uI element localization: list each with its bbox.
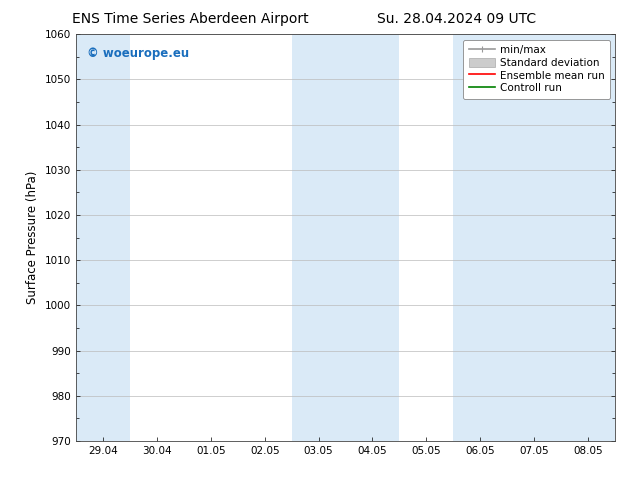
Y-axis label: Surface Pressure (hPa): Surface Pressure (hPa) [27,171,39,304]
Text: ENS Time Series Aberdeen Airport: ENS Time Series Aberdeen Airport [72,12,309,26]
Text: Su. 28.04.2024 09 UTC: Su. 28.04.2024 09 UTC [377,12,536,26]
Legend: min/max, Standard deviation, Ensemble mean run, Controll run: min/max, Standard deviation, Ensemble me… [463,40,610,98]
Bar [453,34,615,441]
Bar [76,34,130,441]
Bar [292,34,399,441]
Text: © woeurope.eu: © woeurope.eu [87,47,189,59]
